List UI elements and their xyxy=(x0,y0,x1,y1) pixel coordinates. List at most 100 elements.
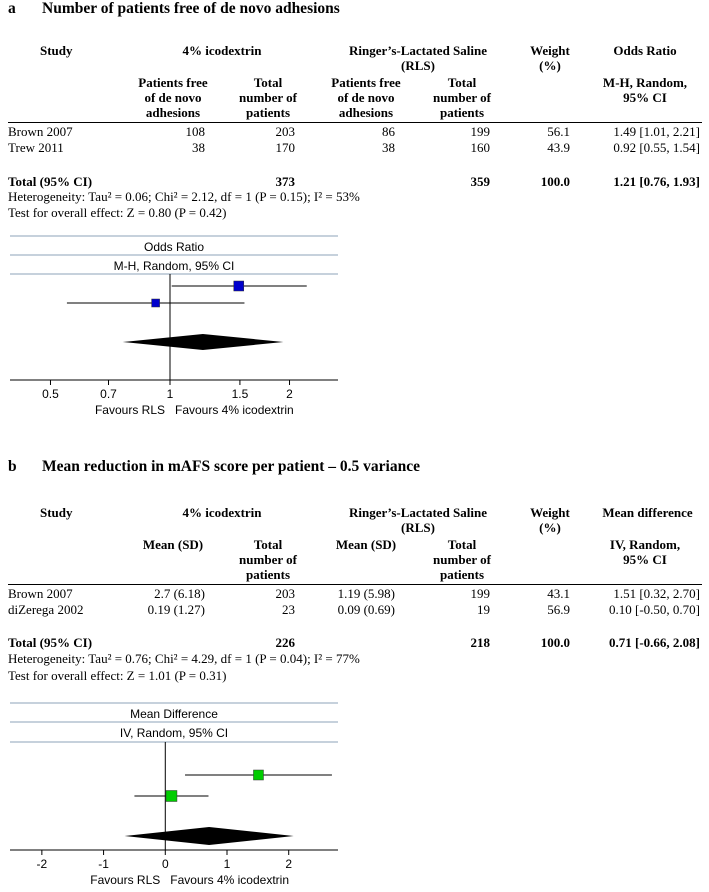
x-tick-label: 1 xyxy=(167,387,174,401)
panel-a-header-rule xyxy=(8,122,702,123)
study-marker xyxy=(165,790,178,802)
panel-b-header-g1-sub1: Mean (SD) xyxy=(128,537,218,552)
panel-b-header-effect-sub: IV, Random, 95% CI xyxy=(590,537,700,567)
study-marker xyxy=(151,298,160,308)
panel-b-header-weight-line1: Weight xyxy=(530,505,570,520)
pooled-diamond xyxy=(124,827,294,845)
table-cell: 203 xyxy=(275,586,296,601)
panel-a-header-group2: Ringer’s-Lactated Saline (RLS) xyxy=(318,43,518,73)
overall-effect-text: Test for overall effect: Z = 0.80 (P = 0… xyxy=(8,205,227,220)
heterogeneity-text: Heterogeneity: Tau² = 0.06; Chi² = 2.12,… xyxy=(8,189,360,204)
header-line: patients xyxy=(245,105,291,120)
forest-plot-b: Mean Difference IV, Random, 95% CI -2 -1 0 1 2… xyxy=(10,702,338,887)
header-line: number of xyxy=(239,90,297,105)
table-cell: 1.19 (5.98) xyxy=(337,586,395,601)
panel-b-header-weight-line2: (%) xyxy=(539,520,561,535)
chart-subtitle: M-H, Random, 95% CI xyxy=(114,259,235,273)
header-line: Patients free xyxy=(331,75,401,90)
chart-title: Mean Difference xyxy=(130,707,218,721)
table-row-study: Trew 2011 xyxy=(8,140,64,155)
header-line: patients xyxy=(439,105,485,120)
chart-subtitle: IV, Random, 95% CI xyxy=(120,726,228,740)
header-line: adhesions xyxy=(338,105,394,120)
total-row-label: Total (95% CI) xyxy=(8,635,93,650)
header-line: number of xyxy=(239,552,297,567)
panel-b-title: b Mean reduction in mAFS score per patien… xyxy=(8,458,420,476)
panel-a-header-group1: 4% icodextrin xyxy=(182,43,262,58)
chart-title: Odds Ratio xyxy=(144,240,204,254)
total-cell: 0.71 [-0.66, 2.08] xyxy=(609,635,700,650)
x-tick-label: 0.7 xyxy=(100,387,117,401)
panel-a-header-g1-sub2: Total number of patients xyxy=(228,75,308,120)
header-line: number of xyxy=(433,90,491,105)
table-cell: 43.1 xyxy=(547,586,570,601)
panel-b-header-group2-line1: Ringer’s-Lactated Saline xyxy=(348,505,488,520)
header-line: 95% CI xyxy=(623,552,667,567)
panel-b-header-weight: Weight (%) xyxy=(520,505,580,535)
header-line: patients xyxy=(439,567,485,582)
table-cell: 160 xyxy=(470,140,491,155)
panel-b-header-study: Study xyxy=(40,505,73,520)
panel-a-header-weight-line2: (%) xyxy=(539,58,561,73)
panel-b-letter: b xyxy=(8,458,17,475)
panel-b-header-g1-sub2: Total number of patients xyxy=(228,537,308,582)
panel-a-letter: a xyxy=(8,0,16,17)
header-line: Total xyxy=(447,75,477,90)
table-cell: 38 xyxy=(382,140,395,155)
overall-effect-text: Test for overall effect: Z = 1.01 (P = 0… xyxy=(8,668,227,683)
total-cell: 373 xyxy=(275,174,296,189)
table-row-study: Brown 2007 xyxy=(8,124,73,139)
header-line: M-H, Random, xyxy=(602,75,688,90)
header-line: number of xyxy=(433,552,491,567)
study-marker xyxy=(233,280,245,292)
header-line: of de novo xyxy=(337,90,395,105)
x-label-right: Favours 4% icodextrin xyxy=(170,873,289,887)
table-cell: 86 xyxy=(382,124,395,139)
heterogeneity-text: Heterogeneity: Tau² = 0.76; Chi² = 4.29,… xyxy=(8,651,360,666)
table-cell: 0.19 (1.27) xyxy=(147,602,205,617)
study-marker xyxy=(253,769,264,781)
table-cell: 108 xyxy=(185,124,206,139)
panel-a-title: a Number of patients free of de novo adhe… xyxy=(8,0,340,18)
panel-b-header-effect: Mean difference xyxy=(602,505,693,520)
x-tick-label: -2 xyxy=(37,857,48,871)
forest-plot-a: Odds Ratio M-H, Random, 95% CI 0.5 0.7 1 1.5 2… xyxy=(10,235,338,417)
table-cell: 2.7 (6.18) xyxy=(154,586,205,601)
panel-a-header-weight: Weight (%) xyxy=(520,43,580,73)
header-line: IV, Random, xyxy=(609,537,681,552)
header-line: patients xyxy=(245,567,291,582)
panel-a-header-g2-sub2: Total number of patients xyxy=(422,75,502,120)
header-line: Mean (SD) xyxy=(142,537,204,552)
x-tick-label: 0.5 xyxy=(42,387,59,401)
x-tick-label: 2 xyxy=(286,387,293,401)
total-cell: 218 xyxy=(470,635,491,650)
panel-b-header-rule xyxy=(8,584,702,585)
x-label-right: Favours 4% icodextrin xyxy=(175,403,294,417)
x-tick-label: 0 xyxy=(162,857,169,871)
x-label-left: Favours RLS xyxy=(90,873,160,887)
panel-a-header-weight-line1: Weight xyxy=(530,43,570,58)
panel-a-header-group2-line2: (RLS) xyxy=(401,58,435,73)
header-line: Mean (SD) xyxy=(335,537,397,552)
table-cell: 170 xyxy=(275,140,296,155)
table-row-study: diZerega 2002 xyxy=(8,602,84,617)
table-cell: 1.49 [1.01, 2.21] xyxy=(613,124,700,139)
total-cell: 100.0 xyxy=(540,635,570,650)
panel-b-header-group2-line2: (RLS) xyxy=(401,520,435,535)
header-line: 95% CI xyxy=(623,90,667,105)
panel-a-header-study: Study xyxy=(40,43,73,58)
header-line: Total xyxy=(447,537,477,552)
total-cell: 1.21 [0.76, 1.93] xyxy=(613,174,700,189)
header-line: adhesions xyxy=(145,105,201,120)
table-cell: 199 xyxy=(470,586,491,601)
total-row-label: Total (95% CI) xyxy=(8,174,93,189)
pooled-diamond xyxy=(122,334,284,350)
total-cell: 359 xyxy=(470,174,491,189)
header-line: Total xyxy=(253,75,283,90)
table-row-study: Brown 2007 xyxy=(8,586,73,601)
header-line: Patients free xyxy=(138,75,208,90)
table-cell: 0.10 [-0.50, 0.70] xyxy=(609,602,700,617)
x-tick-label: 1.5 xyxy=(232,387,249,401)
table-cell: 203 xyxy=(275,124,296,139)
table-cell: 23 xyxy=(282,602,295,617)
